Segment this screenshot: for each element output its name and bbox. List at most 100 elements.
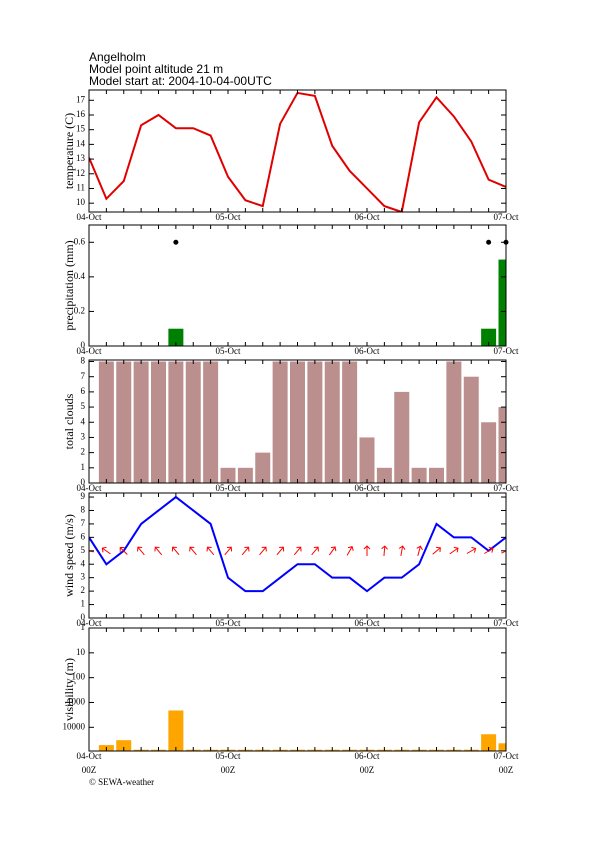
y-axis-label: temperature (C) bbox=[62, 113, 76, 189]
y-tick-label: 7 bbox=[81, 371, 86, 381]
wind-arrow bbox=[224, 546, 233, 556]
y-tick-label: 15 bbox=[76, 124, 86, 134]
x-tick-label: 04-Oct bbox=[77, 751, 102, 761]
bar bbox=[481, 734, 497, 751]
y-tick-label: 3 bbox=[81, 572, 86, 582]
y-tick-label: 8 bbox=[81, 505, 86, 515]
wind-arrow bbox=[171, 546, 180, 556]
y-tick-label: 13 bbox=[76, 153, 86, 163]
arrow-shape bbox=[137, 546, 145, 556]
bar bbox=[237, 467, 253, 483]
x-tick-label: 04-Oct bbox=[77, 483, 102, 493]
x-tick-label: 07-Oct bbox=[494, 346, 519, 356]
wind-arrow bbox=[119, 546, 128, 555]
bar bbox=[168, 361, 184, 483]
y-tick-label: 1 bbox=[81, 622, 86, 632]
y-axis-label: visibility (m) bbox=[62, 658, 76, 721]
altitude: Model point altitude 21 m bbox=[89, 62, 223, 76]
x-tick-label: 06-Oct bbox=[355, 346, 380, 356]
x-sub-label: 00Z bbox=[82, 765, 97, 775]
arrow-shape bbox=[224, 546, 233, 556]
bar bbox=[463, 376, 479, 483]
arrow-shape bbox=[363, 545, 371, 556]
x-tick-label: 05-Oct bbox=[216, 212, 241, 222]
wind-arrow bbox=[241, 546, 250, 556]
model-start: Model start at: 2004-10-04-00UTC bbox=[89, 74, 272, 88]
y-tick-label: 10 bbox=[76, 197, 86, 207]
arrow-shape bbox=[119, 546, 128, 555]
arrow-shape bbox=[432, 546, 441, 555]
bar bbox=[151, 361, 166, 483]
wind-arrow bbox=[363, 545, 371, 556]
wind-arrow bbox=[501, 546, 506, 554]
bar bbox=[133, 361, 149, 483]
y-tick-label: 10000 bbox=[63, 721, 86, 731]
bar bbox=[376, 467, 392, 483]
location: Angelholm bbox=[89, 50, 146, 64]
y-tick-label: 6 bbox=[81, 531, 86, 541]
wind-arrow bbox=[276, 546, 285, 556]
arrow-shape bbox=[276, 546, 285, 556]
arrow-shape bbox=[311, 546, 319, 556]
x-tick-label: 05-Oct bbox=[216, 483, 241, 493]
wind-arrow bbox=[466, 546, 477, 554]
x-tick-label: 07-Oct bbox=[494, 212, 519, 222]
arrow-shape bbox=[206, 546, 215, 556]
x-tick-label: 05-Oct bbox=[216, 346, 241, 356]
bar bbox=[359, 437, 375, 483]
x-sub-label: 00Z bbox=[221, 765, 236, 775]
arrow-shape bbox=[328, 546, 337, 556]
y-tick-label: 5 bbox=[81, 545, 86, 555]
y-tick-label: 4 bbox=[81, 558, 86, 568]
bar bbox=[116, 740, 132, 751]
plot-area bbox=[89, 495, 506, 593]
x-tick-label: 07-Oct bbox=[494, 618, 519, 628]
bar bbox=[498, 407, 506, 483]
line bbox=[89, 495, 506, 593]
y-tick-label: 3 bbox=[81, 432, 86, 442]
y-tick-label: 14 bbox=[76, 138, 86, 148]
wind-arrow bbox=[137, 546, 145, 556]
wind-arrow bbox=[398, 545, 406, 557]
y-tick-label: 0.6 bbox=[74, 236, 86, 246]
frame bbox=[88, 492, 507, 619]
arrow-shape bbox=[189, 546, 197, 556]
wind-arrow bbox=[101, 546, 111, 555]
x-tick-label: 05-Oct bbox=[216, 618, 241, 628]
bar bbox=[272, 361, 288, 483]
y-tick-label: 7 bbox=[81, 518, 86, 528]
point bbox=[486, 239, 492, 245]
y-tick-label: 0 bbox=[81, 477, 86, 487]
x-tick-label: 04-Oct bbox=[77, 346, 102, 356]
arrow-shape bbox=[398, 545, 406, 557]
bar bbox=[481, 422, 497, 483]
y-tick-label: 2 bbox=[81, 585, 86, 595]
bar bbox=[116, 361, 132, 483]
bar bbox=[394, 391, 410, 483]
wind-arrow bbox=[484, 546, 494, 554]
arrow-shape bbox=[466, 546, 477, 554]
arrow-shape bbox=[259, 546, 267, 556]
y-tick-label: 1 bbox=[81, 599, 86, 609]
plot-area bbox=[89, 91, 506, 212]
y-tick-label: 12 bbox=[76, 168, 85, 178]
y-tick-label: 16 bbox=[76, 109, 86, 119]
bar bbox=[429, 467, 444, 483]
frame bbox=[88, 224, 507, 347]
plot-area bbox=[98, 361, 506, 483]
bar bbox=[185, 361, 201, 483]
x-tick-label: 07-Oct bbox=[494, 483, 519, 493]
wind-arrow bbox=[293, 546, 302, 556]
y-tick-label: 4 bbox=[81, 416, 86, 426]
wind-arrow bbox=[328, 546, 337, 556]
arrow-shape bbox=[381, 545, 388, 557]
bar bbox=[446, 361, 462, 483]
y-tick-label: 1 bbox=[81, 462, 86, 472]
frame bbox=[88, 627, 507, 752]
y-tick-label: 10 bbox=[76, 647, 86, 657]
arrow-shape bbox=[171, 546, 180, 556]
y-tick-label: 0 bbox=[81, 340, 86, 350]
frame bbox=[88, 89, 507, 213]
bar bbox=[498, 743, 506, 751]
wind-arrow bbox=[432, 546, 441, 555]
